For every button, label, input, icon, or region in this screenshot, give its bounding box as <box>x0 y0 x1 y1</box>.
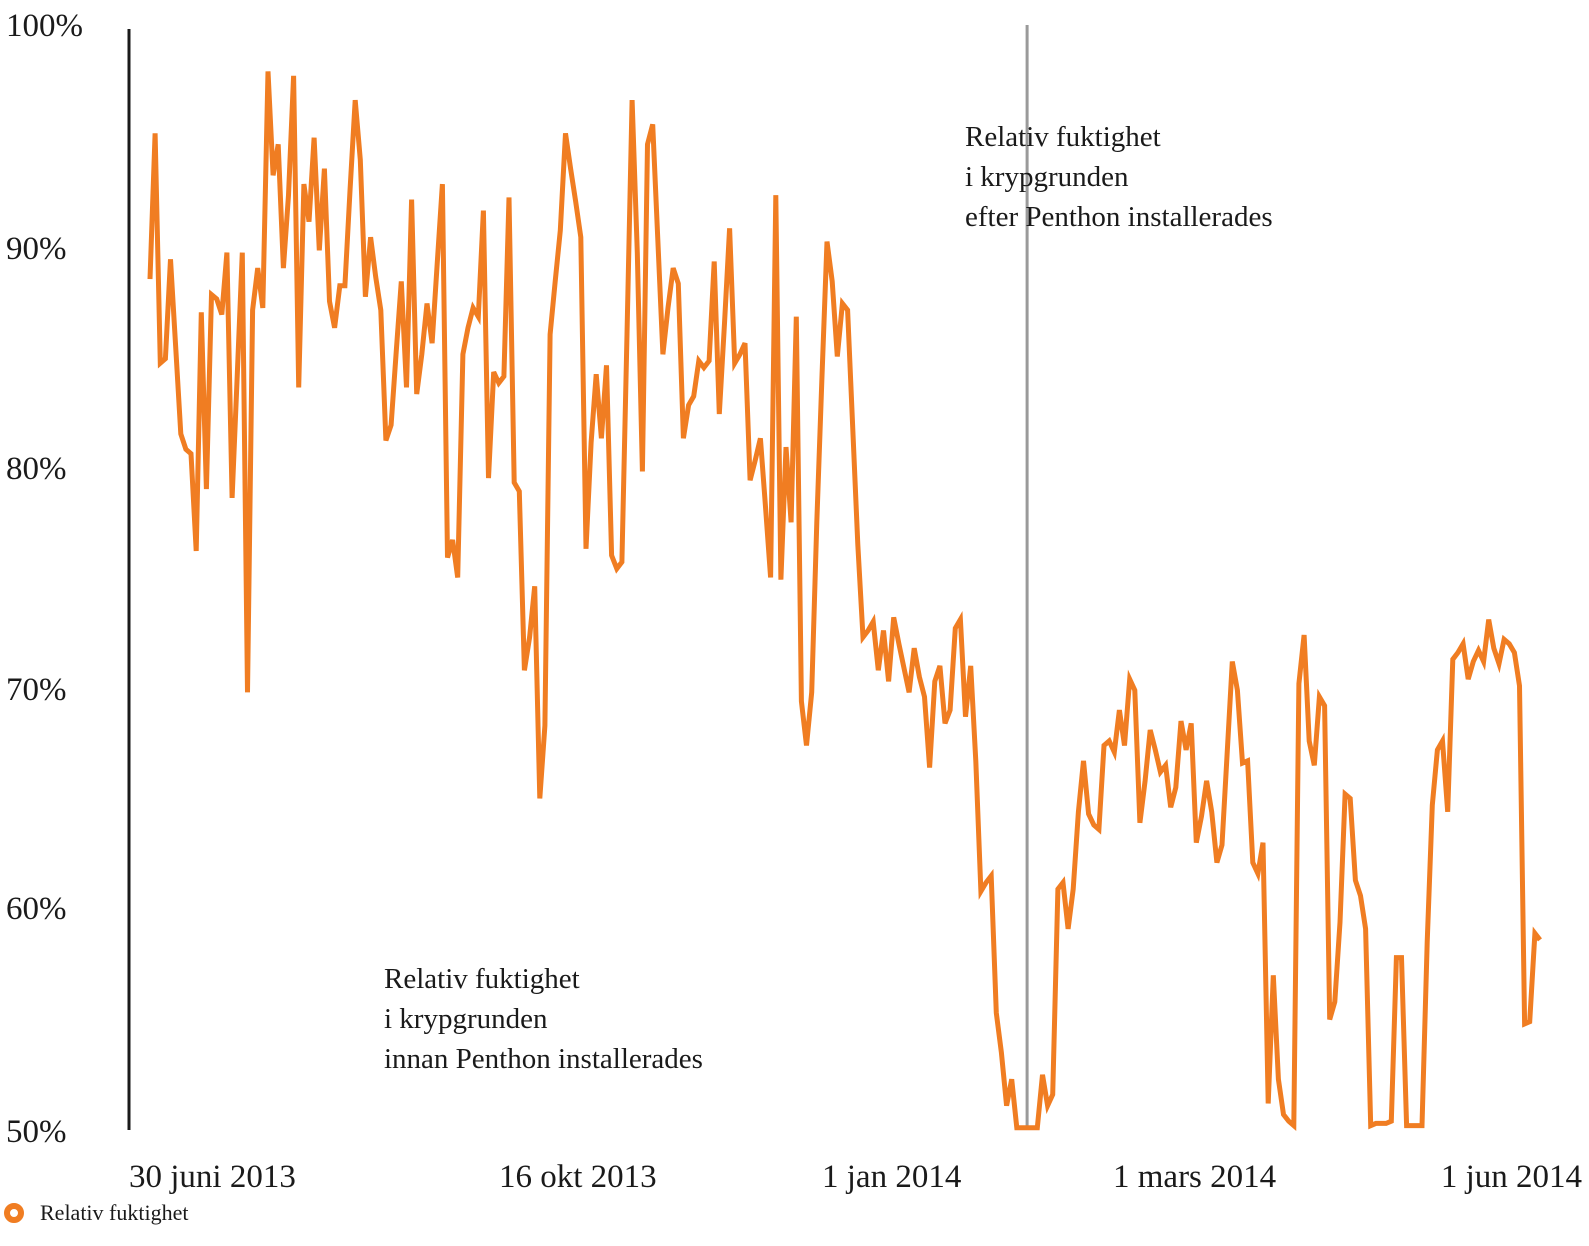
annotation-before-line-2: i krypgrunden <box>384 1003 548 1035</box>
y-tick-label-70: 70% <box>6 672 67 708</box>
x-tick-label-1-jun-2014: 1 jun 2014 <box>1441 1159 1582 1195</box>
annotation-after-line-1: Relativ fuktighet <box>965 121 1161 153</box>
x-tick-label-1-mars-2014: 1 mars 2014 <box>1113 1159 1276 1195</box>
series-layer <box>147 71 1542 1132</box>
annotation-after-line-2: i krypgrunden <box>965 161 1129 193</box>
legend-marker-icon <box>4 1203 24 1223</box>
x-tick-label-1-jan-2014: 1 jan 2014 <box>822 1159 961 1195</box>
y-tick-label-50: 50% <box>6 1114 67 1150</box>
x-tick-labels: 30 juni 2013 16 okt 2013 1 jan 2014 1 ma… <box>129 1159 1582 1195</box>
x-tick-label-16-okt-2013: 16 okt 2013 <box>499 1159 657 1195</box>
annotation-before-line-3: innan Penthon installerades <box>384 1043 703 1075</box>
annotation-before-installation: Relativ fuktighet i krypgrunden innan Pe… <box>384 963 703 1075</box>
y-tick-label-90: 90% <box>6 231 67 267</box>
series-line-0 <box>147 71 1542 1132</box>
annotation-after-installation: Relativ fuktighet i krypgrunden efter Pe… <box>965 121 1273 233</box>
legend-label: Relativ fuktighet <box>40 1200 189 1225</box>
y-tick-label-60: 60% <box>6 891 67 927</box>
y-tick-label-80: 80% <box>6 451 67 487</box>
legend: Relativ fuktighet <box>4 1196 188 1230</box>
x-tick-label-30-juni-2013: 30 juni 2013 <box>129 1159 296 1195</box>
annotation-after-line-3: efter Penthon installerades <box>965 201 1273 233</box>
y-tick-label-100: 100% <box>6 8 83 44</box>
y-tick-labels: 100% 90% 80% 70% 60% 50% <box>6 8 83 1150</box>
annotation-before-line-1: Relativ fuktighet <box>384 963 580 995</box>
